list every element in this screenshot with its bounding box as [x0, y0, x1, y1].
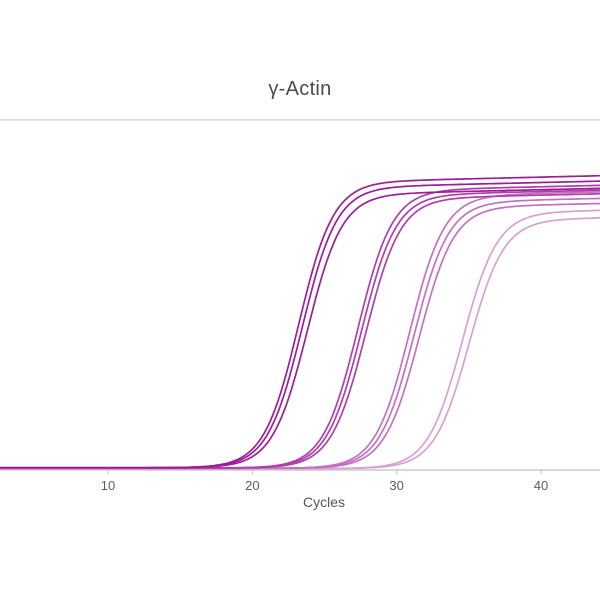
qpcr-curve-dilution-3 [0, 191, 600, 470]
qpcr-curve-dilution-1-high-concentration [0, 187, 600, 469]
qpcr-curve-dilution-1-high-concentration [0, 174, 600, 469]
x-tick-label: 30 [389, 478, 404, 493]
plot-top-border [0, 119, 600, 121]
x-tick-label: 20 [245, 478, 260, 493]
x-tick-label: 40 [533, 478, 549, 493]
qpcr-curve-dilution-2 [0, 192, 600, 469]
x-axis-title: Cycles [302, 494, 345, 510]
qpcr-curve-dilution-2 [0, 189, 600, 469]
chart-title: γ-Actin [268, 78, 332, 100]
qpcr-curve-dilution-1-high-concentration [0, 180, 600, 469]
x-tick-label: 10 [100, 478, 116, 493]
qpcr-curve-dilution-4-low-concentration [0, 217, 600, 470]
